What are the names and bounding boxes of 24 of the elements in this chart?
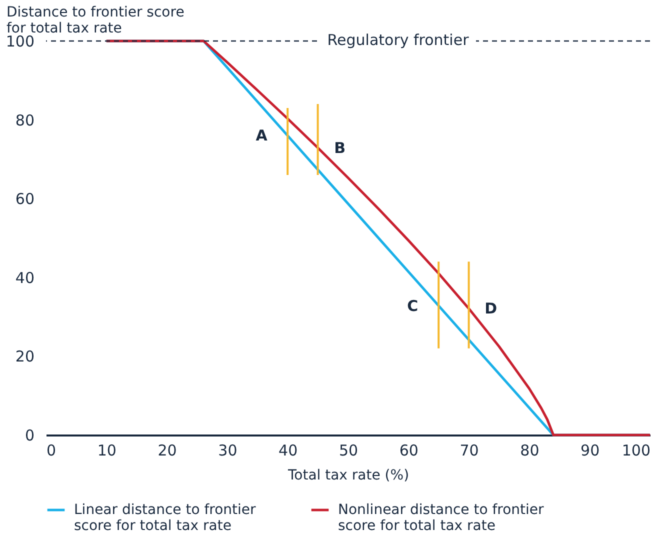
x-tick-label: 30 bbox=[218, 442, 238, 460]
ref-line-label: Regulatory frontier bbox=[327, 31, 470, 49]
x-tick-label: 20 bbox=[158, 442, 177, 460]
y-tick-label: 80 bbox=[15, 111, 34, 130]
annotation: A bbox=[256, 126, 268, 145]
x-tick-label: 100 bbox=[622, 442, 650, 460]
x-tick-label: 0 bbox=[46, 442, 56, 460]
x-tick-label: 10 bbox=[97, 442, 116, 460]
y-tick-label: 60 bbox=[15, 190, 34, 208]
y-tick-label: 0 bbox=[24, 426, 34, 444]
x-tick-label: 70 bbox=[460, 442, 479, 460]
x-axis-title: Total tax rate (%) bbox=[286, 468, 410, 484]
x-tick-label: 50 bbox=[338, 442, 358, 460]
x-tick-label: 90 bbox=[580, 442, 600, 460]
legend-label: Nonlinear distance to frontier score for total tax rate bbox=[338, 502, 544, 534]
legend-label: Linear distance to frontier score for total tax rate bbox=[74, 502, 256, 534]
annotation: D bbox=[484, 300, 498, 318]
x-tick-label: 60 bbox=[399, 442, 418, 460]
y-tick-label: 40 bbox=[15, 268, 34, 287]
annotation: C bbox=[407, 296, 418, 315]
x-tick-label: 40 bbox=[278, 442, 298, 460]
annotation: B bbox=[334, 138, 346, 157]
y-tick-label: 20 bbox=[15, 348, 34, 366]
x-tick-label: 80 bbox=[520, 442, 540, 460]
